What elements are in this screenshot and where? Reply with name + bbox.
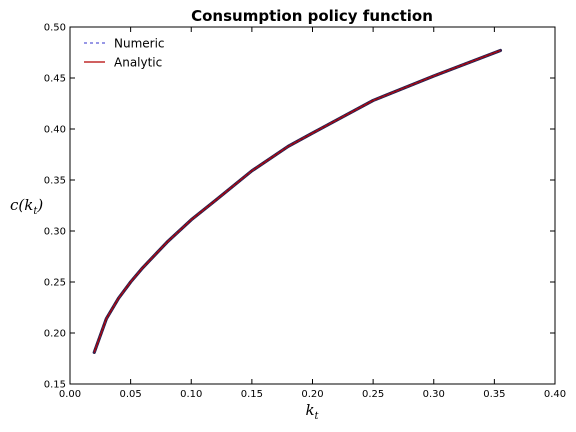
x-tick-label: 0.35 bbox=[483, 389, 505, 400]
axis-ticks: 0.00 0.05 0.10 0.15 0.20 0.25 0.30 0.35 0.40 0.15… bbox=[44, 23, 566, 401]
y-tick-label: 0.45 bbox=[44, 74, 66, 85]
y-tick-label: 0.20 bbox=[44, 329, 66, 340]
y-tick-label: 0.40 bbox=[44, 125, 66, 136]
x-tick-label: 0.10 bbox=[180, 389, 202, 400]
x-tick-label: 0.25 bbox=[362, 389, 384, 400]
x-tick-label: 0.30 bbox=[423, 389, 445, 400]
x-tick-label: 0.40 bbox=[544, 389, 566, 400]
x-tick-label: 0.15 bbox=[241, 389, 263, 400]
y-tick-label: 0.50 bbox=[44, 23, 66, 34]
plot-area bbox=[69, 26, 556, 385]
x-tick-label: 0.00 bbox=[59, 389, 81, 400]
y-axis-label: c(kt) bbox=[10, 196, 43, 217]
series-line-analytic bbox=[93, 49, 501, 353]
x-axis-label: kt bbox=[305, 401, 319, 422]
series-layer bbox=[92, 48, 503, 354]
chart-title: Consumption policy function bbox=[191, 7, 433, 25]
legend: Numeric Analytic bbox=[84, 37, 165, 70]
x-tick-label: 0.20 bbox=[301, 389, 323, 400]
x-tick-label: 0.05 bbox=[119, 389, 141, 400]
y-tick-label: 0.15 bbox=[44, 380, 66, 391]
legend-label-numeric: Numeric bbox=[114, 37, 165, 51]
y-tick-label: 0.25 bbox=[44, 278, 66, 289]
y-tick-label: 0.30 bbox=[44, 227, 66, 238]
legend-label-analytic: Analytic bbox=[114, 56, 162, 70]
y-tick-label: 0.35 bbox=[44, 176, 66, 187]
